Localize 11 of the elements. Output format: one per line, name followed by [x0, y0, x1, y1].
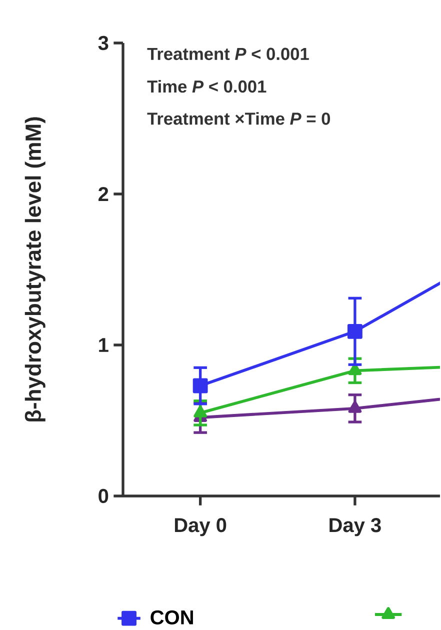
- y-tick-label: 1: [99, 338, 108, 352]
- annotation: Treatment P < 0.001: [147, 48, 309, 60]
- y-tick-label: 2: [98, 187, 108, 201]
- x-tick-label: Day 3: [330, 518, 381, 536]
- y-tick-label: 0: [98, 488, 108, 504]
- y-tick-label: 3: [98, 36, 108, 50]
- y-axis-title: β-hydroxybutyrate level (mM): [24, 117, 46, 422]
- annotation: Time P < 0.001: [147, 80, 266, 93]
- annotation: Treatment ×Time P = 0: [147, 112, 330, 125]
- legend-label: CON: [150, 610, 193, 624]
- x-tick-label: Day 0: [174, 518, 226, 536]
